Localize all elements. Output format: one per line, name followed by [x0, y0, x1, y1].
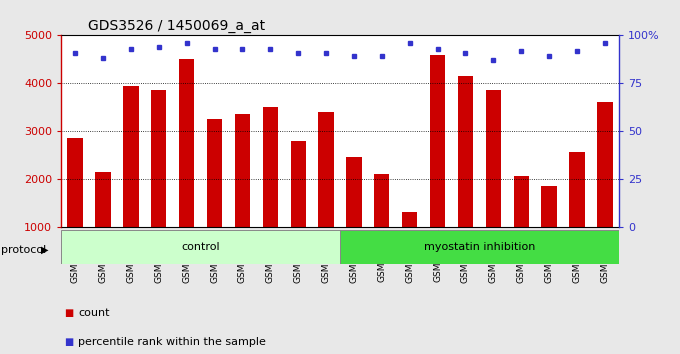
Text: ▶: ▶: [41, 245, 49, 255]
Bar: [207, 119, 222, 274]
Bar: [374, 174, 390, 274]
Bar: [235, 114, 250, 274]
Bar: [61, 230, 340, 264]
Text: count: count: [78, 308, 109, 318]
Bar: [123, 86, 139, 274]
Bar: [95, 172, 111, 274]
Bar: [402, 212, 418, 274]
Bar: [340, 230, 619, 264]
Bar: [458, 76, 473, 274]
Bar: [290, 141, 306, 274]
Bar: [513, 176, 529, 274]
Bar: [486, 90, 501, 274]
Text: GDS3526 / 1450069_a_at: GDS3526 / 1450069_a_at: [88, 19, 265, 34]
Bar: [67, 138, 83, 274]
Bar: [318, 112, 334, 274]
Bar: [569, 153, 585, 274]
Text: percentile rank within the sample: percentile rank within the sample: [78, 337, 266, 347]
Bar: [597, 102, 613, 274]
Bar: [541, 186, 557, 274]
Bar: [346, 157, 362, 274]
Bar: [151, 90, 167, 274]
Text: ■: ■: [65, 308, 74, 318]
Bar: [179, 59, 194, 274]
Bar: [262, 107, 278, 274]
Bar: [430, 55, 445, 274]
Text: myostatin inhibition: myostatin inhibition: [424, 242, 535, 252]
Text: protocol: protocol: [1, 245, 47, 255]
Text: control: control: [182, 242, 220, 252]
Text: ■: ■: [65, 337, 74, 347]
